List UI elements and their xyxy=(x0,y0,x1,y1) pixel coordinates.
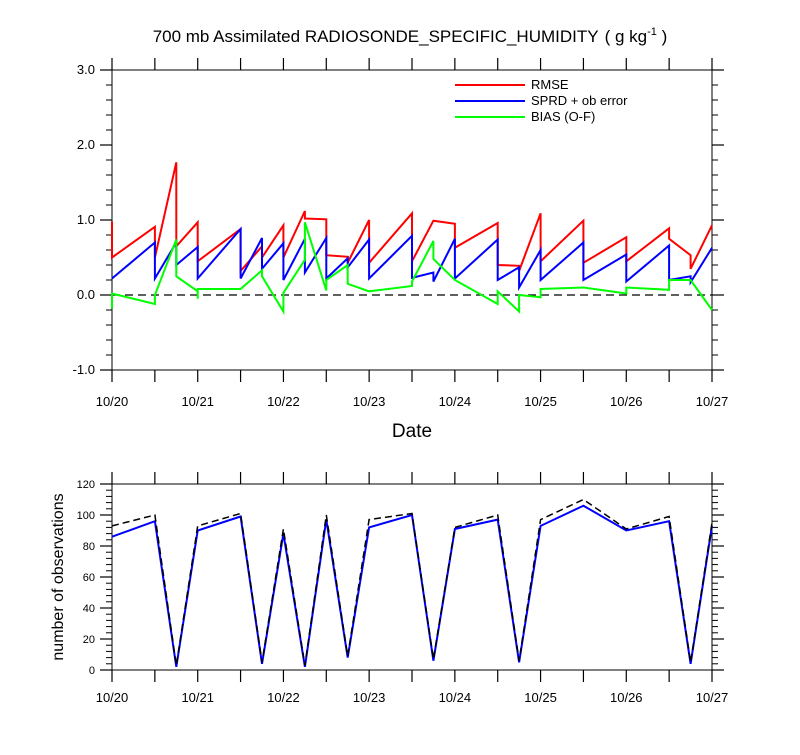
bottom-y-tick-label: 80 xyxy=(83,541,95,553)
legend-label-rmse: RMSE xyxy=(531,77,569,92)
bottom-y-axis-label: number of observations xyxy=(50,493,67,660)
top-x-tick-label: 10/26 xyxy=(610,394,643,409)
bottom-axis-ticks: 10/20 10/21 10/22 10/23 10/24 10/25 10/26 10/27… xyxy=(77,472,729,705)
top-x-tick-label: 10/20 xyxy=(96,394,129,409)
top-x-axis-label: Date xyxy=(392,421,432,442)
top-legend: RMSE SPRD + ob error BIAS (O-F) xyxy=(455,77,628,124)
series-line-sprd-ob-error xyxy=(111,226,713,292)
top-x-tick-label: 10/25 xyxy=(524,394,557,409)
bottom-series-group xyxy=(111,498,713,668)
bottom-y-tick-label: 100 xyxy=(77,510,95,522)
bottom-y-tick-label: 0 xyxy=(89,665,95,677)
legend-label-bias: BIAS (O-F) xyxy=(531,109,595,124)
bottom-x-tick-label: 10/23 xyxy=(353,690,386,705)
top-x-tick-label: 10/24 xyxy=(439,394,472,409)
top-y-tick-label: 3.0 xyxy=(77,62,95,77)
top-series-group xyxy=(111,162,713,316)
bottom-plot-frame xyxy=(111,483,713,671)
bottom-y-tick-label: 20 xyxy=(83,634,95,646)
title-main: 700 mb Assimilated RADIOSONDE_SPECIFIC_H… xyxy=(153,27,599,46)
chart-title: 700 mb Assimilated RADIOSONDE_SPECIFIC_H… xyxy=(153,26,668,46)
bottom-y-tick-label: 40 xyxy=(83,603,95,615)
bottom-x-tick-label: 10/27 xyxy=(696,690,729,705)
title-units-superscript: -1 xyxy=(647,26,657,38)
bottom-x-tick-label: 10/24 xyxy=(439,690,472,705)
series-line-obs-dashed- xyxy=(111,498,713,666)
bottom-y-tick-label: 60 xyxy=(83,572,95,584)
top-x-tick-label: 10/22 xyxy=(267,394,300,409)
top-y-tick-label: -1.0 xyxy=(73,362,95,377)
series-line-bias-o-f- xyxy=(111,222,713,316)
top-y-tick-label: 0.0 xyxy=(77,287,95,302)
top-axis-ticks: 10/20 10/21 10/22 10/23 10/24 10/25 10/26 10/27… xyxy=(73,58,729,409)
bottom-x-tick-label: 10/20 xyxy=(96,690,129,705)
bottom-x-tick-label: 10/21 xyxy=(181,690,214,705)
top-x-tick-label: 10/23 xyxy=(353,394,386,409)
top-y-tick-label: 2.0 xyxy=(77,137,95,152)
bottom-x-tick-label: 10/22 xyxy=(267,690,300,705)
top-y-tick-label: 1.0 xyxy=(77,212,95,227)
bottom-x-tick-label: 10/26 xyxy=(610,690,643,705)
bottom-y-tick-label: 120 xyxy=(77,479,95,491)
title-units-close: ) xyxy=(657,27,667,46)
title-units: ( g kg xyxy=(605,27,648,46)
series-line-obs-solid- xyxy=(111,504,713,668)
top-x-tick-label: 10/27 xyxy=(696,394,729,409)
bottom-x-tick-label: 10/25 xyxy=(524,690,557,705)
legend-label-sprd: SPRD + ob error xyxy=(531,93,628,108)
top-x-tick-label: 10/21 xyxy=(181,394,214,409)
